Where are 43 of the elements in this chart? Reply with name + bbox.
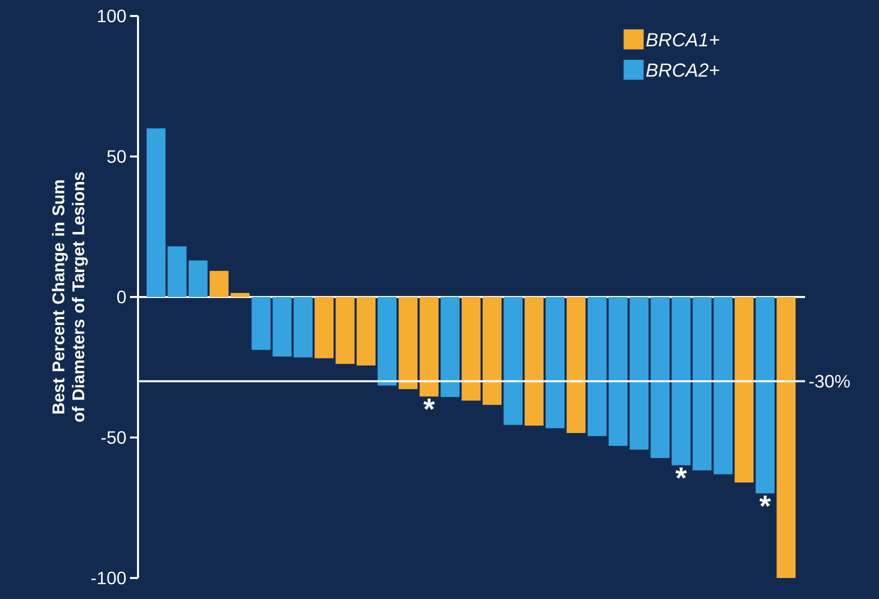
y-tick-label: 0 (117, 290, 126, 304)
bar (168, 246, 187, 297)
bar (546, 296, 565, 428)
ref-line-label: -30% (809, 374, 850, 388)
bar (378, 296, 397, 386)
bar (566, 296, 586, 433)
y-tick-label: -50 (101, 431, 126, 444)
bar (776, 296, 796, 578)
bar (440, 296, 460, 398)
bar (630, 296, 649, 450)
bar (714, 296, 733, 474)
y-tick-label: 50 (107, 150, 126, 163)
bar (672, 296, 691, 466)
bar (252, 296, 271, 350)
y-tick-label: -100 (91, 572, 126, 584)
annotation: * (759, 496, 771, 507)
bar (314, 296, 334, 358)
bar (524, 296, 544, 426)
bar (272, 296, 292, 357)
annotation: * (423, 398, 435, 410)
bar (356, 296, 376, 366)
annotation: * (675, 468, 687, 479)
bar (146, 128, 166, 297)
legend-label: BRCA1+ (646, 33, 720, 46)
bar (462, 296, 481, 401)
bar (210, 270, 229, 297)
bar (734, 296, 754, 482)
bar (756, 296, 775, 494)
bar (482, 296, 502, 405)
legend-label: BRCA2+ (646, 63, 720, 77)
y-tick-label: 100 (98, 10, 126, 22)
bar (398, 296, 418, 390)
y-axis-title: Best Percent Change in Sum of Diameters of Target Lesions (52, 172, 88, 422)
bar (588, 296, 607, 436)
bar (608, 296, 628, 446)
bar (420, 296, 439, 396)
bar (336, 296, 355, 364)
bar (692, 296, 712, 470)
bar (188, 260, 208, 297)
bar (230, 293, 250, 297)
bar (650, 296, 670, 458)
bar (294, 296, 313, 358)
bar (504, 296, 523, 425)
